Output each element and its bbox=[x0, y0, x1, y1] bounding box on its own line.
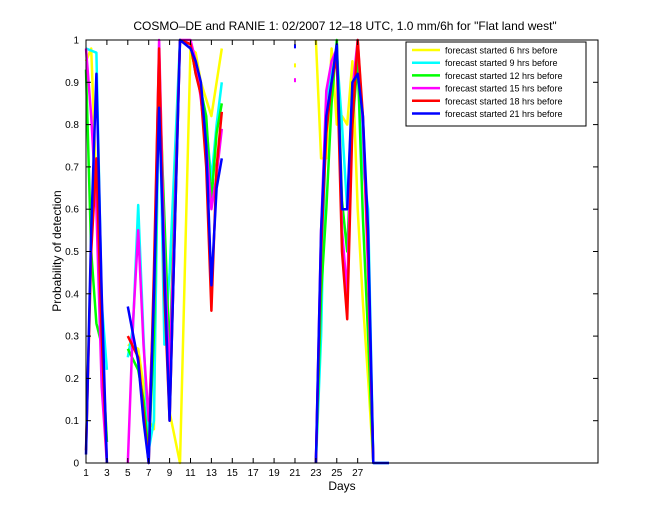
y-tick-label-3: 0.3 bbox=[65, 332, 79, 343]
y-tick-label-8: 0.8 bbox=[65, 120, 79, 131]
series-line-4-segment-1 bbox=[84, 48, 109, 464]
series-line-6-segment-3 bbox=[314, 42, 389, 465]
x-tick-label-25: 25 bbox=[331, 468, 343, 479]
stray-mark-2 bbox=[293, 63, 296, 68]
x-tick-label-17: 17 bbox=[248, 468, 260, 479]
x-tick-label-19: 19 bbox=[269, 468, 281, 479]
legend-entry-6: forecast started 21 hrs before bbox=[445, 109, 563, 119]
y-tick-label-1: 0.1 bbox=[65, 416, 79, 427]
y-tick-label-4: 0.4 bbox=[65, 289, 79, 300]
x-tick-label-23: 23 bbox=[310, 468, 322, 479]
x-tick-label-15: 15 bbox=[227, 468, 239, 479]
series-line-1-segment-2 bbox=[127, 47, 224, 465]
y-tick-label-0: 0 bbox=[73, 459, 79, 470]
x-tick-label-3: 3 bbox=[104, 468, 110, 479]
legend-entry-4: forecast started 15 hrs before bbox=[445, 84, 563, 94]
series-line-6-segment-1 bbox=[84, 72, 109, 464]
y-tick-label-7: 0.7 bbox=[65, 162, 79, 173]
x-tick-label-7: 7 bbox=[146, 468, 152, 479]
x-tick-label-1: 1 bbox=[83, 468, 89, 479]
series-line-3-segment-3 bbox=[314, 38, 375, 464]
x-tick-label-11: 11 bbox=[185, 468, 196, 479]
series-line-6-segment-2 bbox=[126, 38, 224, 465]
x-axis-ticks: 1 3 5 7 9 11 13 15 17 19 21 23 25 27 bbox=[83, 40, 364, 479]
x-tick-label-5: 5 bbox=[125, 468, 131, 479]
series-lines bbox=[84, 38, 389, 465]
x-tick-label-13: 13 bbox=[206, 468, 218, 479]
x-tick-label-9: 9 bbox=[167, 468, 173, 479]
y-axis-ticks: 0 0.1 0.2 0.3 0.4 0.5 0.6 0.7 0.8 0.9 1 bbox=[65, 36, 598, 470]
x-tick-label-27: 27 bbox=[352, 468, 364, 479]
legend-entry-2: forecast started 9 hrs before bbox=[445, 58, 558, 68]
legend-entry-3: forecast started 12 hrs before bbox=[445, 71, 563, 81]
y-tick-label-2: 0.2 bbox=[65, 374, 79, 385]
y-tick-label-10: 1 bbox=[73, 36, 79, 47]
y-tick-label-5: 0.5 bbox=[65, 247, 79, 258]
stray-mark-3 bbox=[293, 78, 296, 83]
y-axis-label: Probability of detection bbox=[50, 190, 64, 311]
x-tick-label-21: 21 bbox=[289, 468, 301, 479]
y-tick-label-6: 0.6 bbox=[65, 205, 79, 216]
legend-entry-5: forecast started 18 hrs before bbox=[445, 96, 563, 106]
stray-mark-1 bbox=[293, 44, 296, 49]
chart-title: COSMO–DE and RANIE 1: 02/2007 12–18 UTC,… bbox=[133, 19, 556, 33]
legend: forecast started 6 hrs before forecast st… bbox=[405, 41, 587, 127]
y-tick-label-9: 0.9 bbox=[65, 78, 79, 89]
legend-entry-1: forecast started 6 hrs before bbox=[445, 46, 558, 56]
legend-box bbox=[405, 41, 587, 127]
x-axis-label: Days bbox=[328, 479, 355, 493]
